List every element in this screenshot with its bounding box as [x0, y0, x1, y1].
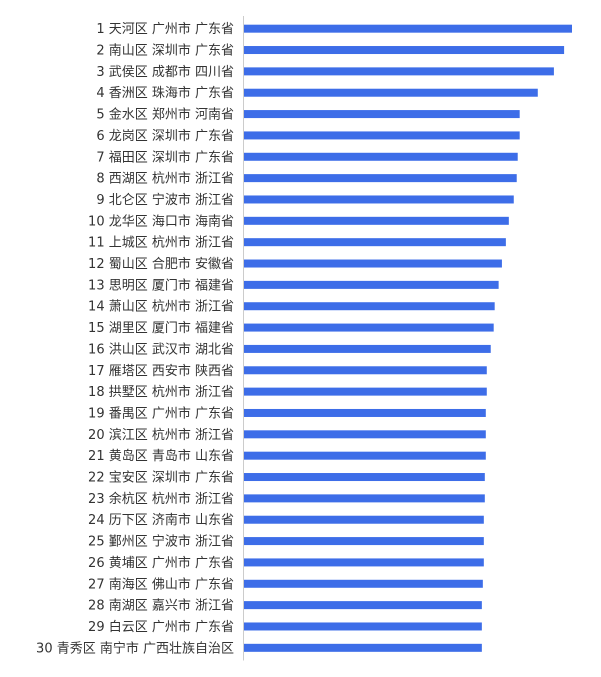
category-label: 17 雁塔区 西安市 陕西省: [88, 363, 234, 379]
category-label: 26 黄埔区 广州市 广东省: [88, 555, 234, 571]
category-label: 11 上城区 杭州市 浙江省: [88, 235, 234, 251]
bar: [244, 430, 486, 439]
category-label: 30 青秀区 南宁市 广西壮族自治区: [36, 640, 234, 656]
bar: [244, 451, 486, 460]
category-label: 28 南湖区 嘉兴市 浙江省: [88, 598, 234, 614]
category-label: 13 思明区 厦门市 福建省: [88, 277, 234, 293]
bar: [244, 408, 486, 417]
bar: [244, 344, 491, 353]
category-label: 5 金水区 郑州市 河南省: [96, 107, 234, 123]
bar: [244, 558, 484, 567]
category-label: 8 西湖区 杭州市 浙江省: [96, 171, 234, 187]
category-label: 15 湖里区 厦门市 福建省: [88, 320, 234, 336]
category-label: 22 宝安区 深圳市 广东省: [88, 470, 234, 486]
category-label: 7 福田区 深圳市 广东省: [96, 149, 234, 165]
category-labels: 1 天河区 广州市 广东省 2 南山区 深圳市 广东省 3 武侯区 成都市 四川省 4…: [36, 21, 234, 656]
bar: [244, 494, 485, 503]
bar: [244, 579, 483, 588]
category-label: 12 蜀山区 合肥市 安徽省: [88, 256, 234, 272]
category-label: 9 北仑区 宁波市 浙江省: [96, 192, 234, 208]
category-label: 3 武侯区 成都市 四川省: [96, 64, 234, 80]
category-label: 14 萧山区 杭州市 浙江省: [88, 299, 234, 315]
bar: [244, 601, 482, 610]
category-label: 6 龙岗区 深圳市 广东省: [96, 128, 234, 144]
category-label: 10 龙华区 海口市 海南省: [88, 213, 234, 229]
category-label: 25 鄞州区 宁波市 浙江省: [88, 534, 234, 550]
bar: [244, 473, 485, 482]
category-label: 27 南海区 佛山市 广东省: [88, 576, 234, 592]
bar: [244, 280, 499, 289]
bar: [244, 110, 520, 119]
category-label: 18 拱墅区 杭州市 浙江省: [88, 384, 234, 400]
category-label: 16 洪山区 武汉市 湖北省: [88, 341, 234, 357]
bar: [244, 152, 518, 161]
category-label: 4 香洲区 珠海市 广东省: [96, 85, 234, 101]
category-label: 19 番禺区 广州市 广东省: [88, 405, 234, 421]
bar: [244, 622, 482, 631]
category-label: 20 滨江区 杭州市 浙江省: [88, 427, 234, 443]
bar: [244, 24, 572, 33]
bar: [244, 387, 487, 396]
category-label: 24 历下区 济南市 山东省: [88, 512, 234, 528]
bar: [244, 323, 494, 332]
bar: [244, 238, 506, 247]
category-label: 29 白云区 广州市 广东省: [88, 619, 234, 635]
category-label: 1 天河区 广州市 广东省: [96, 21, 234, 37]
bar: [244, 302, 495, 311]
bar: [244, 366, 487, 375]
bar: [244, 643, 482, 652]
category-label: 2 南山区 深圳市 广东省: [96, 43, 234, 59]
bar: [244, 131, 520, 140]
category-label: 23 余杭区 杭州市 浙江省: [88, 491, 234, 507]
bar: [244, 259, 502, 268]
bar: [244, 174, 517, 183]
bar: [244, 515, 484, 524]
bar: [244, 67, 554, 76]
bar: [244, 88, 538, 97]
bar: [244, 46, 565, 55]
bar: [244, 195, 514, 204]
bar: [244, 537, 484, 546]
bar: [244, 216, 509, 225]
bars: [244, 24, 572, 652]
category-label: 21 黄岛区 青岛市 山东省: [88, 448, 234, 464]
